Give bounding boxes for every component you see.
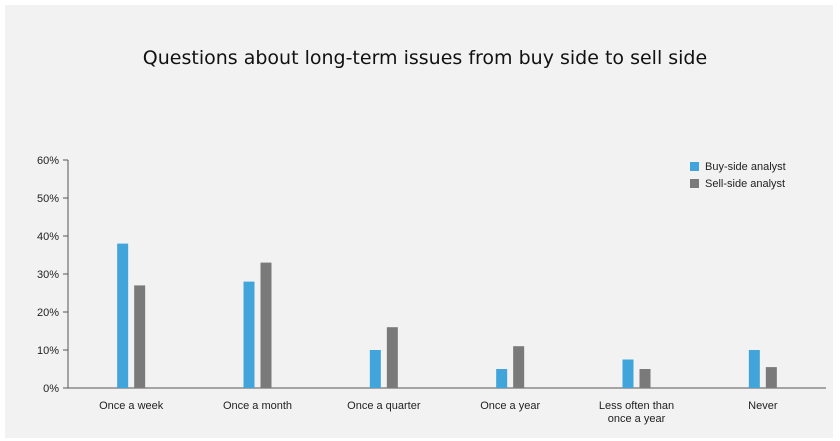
bar-buy-side — [243, 281, 255, 388]
bar-buy-side — [748, 350, 760, 388]
x-tick-label: Never — [748, 400, 778, 412]
legend-label-sell-side: Sell-side analyst — [705, 177, 786, 190]
chart-bars — [117, 243, 777, 388]
bar-buy-side — [496, 369, 508, 388]
x-tick-label: Once a year — [480, 400, 540, 412]
bar-sell-side — [386, 327, 398, 388]
legend-swatch-sell-side — [690, 179, 699, 188]
y-tick-label: 0% — [43, 383, 59, 395]
y-tick-label: 10% — [37, 345, 59, 357]
x-tick-label: Once a month — [223, 400, 292, 412]
x-tick-label: Less often than once a year — [599, 400, 674, 425]
y-tick-label: 60% — [37, 155, 59, 167]
bar-buy-side — [117, 243, 129, 388]
bar-sell-side — [639, 369, 651, 388]
x-axis-labels: Once a week Once a month Once a quarter Onc… — [99, 400, 778, 425]
y-tick-label: 40% — [37, 231, 59, 243]
bar-buy-side — [369, 350, 381, 388]
chart-title: Questions about long-term issues from bu… — [142, 47, 708, 69]
legend-item-buy-side: Buy-side analyst — [690, 158, 786, 175]
legend-swatch-buy-side — [690, 162, 699, 171]
bar-sell-side — [134, 285, 146, 388]
bar-sell-side — [765, 367, 777, 388]
x-tick-label: Once a week — [99, 400, 164, 412]
bar-sell-side — [260, 262, 272, 388]
chart-legend: Buy-side analyst Sell-side analyst — [690, 158, 786, 192]
y-tick-label: 30% — [37, 269, 59, 281]
bar-buy-side — [622, 359, 634, 388]
y-tick-label: 50% — [37, 193, 59, 205]
legend-item-sell-side: Sell-side analyst — [690, 175, 786, 192]
y-tick-label: 20% — [37, 307, 59, 319]
chart-axes: 0% 10% 20% 30% 40% 50% 60% — [37, 155, 826, 395]
bar-sell-side — [513, 346, 525, 388]
legend-label-buy-side: Buy-side analyst — [705, 160, 786, 173]
x-tick-label: Once a quarter — [347, 400, 421, 412]
